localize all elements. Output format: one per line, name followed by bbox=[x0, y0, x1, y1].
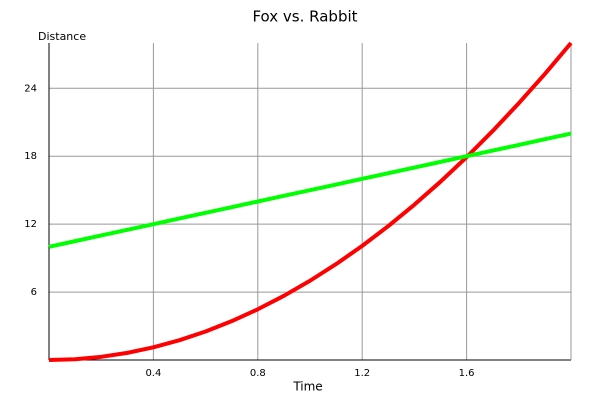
series-line bbox=[48, 41, 573, 362]
x-tick-label: 1.6 bbox=[459, 368, 475, 379]
x-tick-label: 1.2 bbox=[354, 368, 370, 379]
y-axis-label: Distance bbox=[38, 30, 86, 43]
y-tick-label: 6 bbox=[31, 287, 37, 298]
x-axis-label: Time bbox=[292, 380, 322, 394]
y-tick-label: 24 bbox=[24, 83, 37, 94]
x-tick-label: 0.4 bbox=[145, 368, 161, 379]
y-tick-label: 18 bbox=[24, 151, 37, 162]
series-line bbox=[48, 131, 572, 249]
y-tick-label: 12 bbox=[24, 219, 37, 230]
x-tick-label: 0.8 bbox=[250, 368, 266, 379]
chart-title: Fox vs. Rabbit bbox=[252, 8, 357, 26]
